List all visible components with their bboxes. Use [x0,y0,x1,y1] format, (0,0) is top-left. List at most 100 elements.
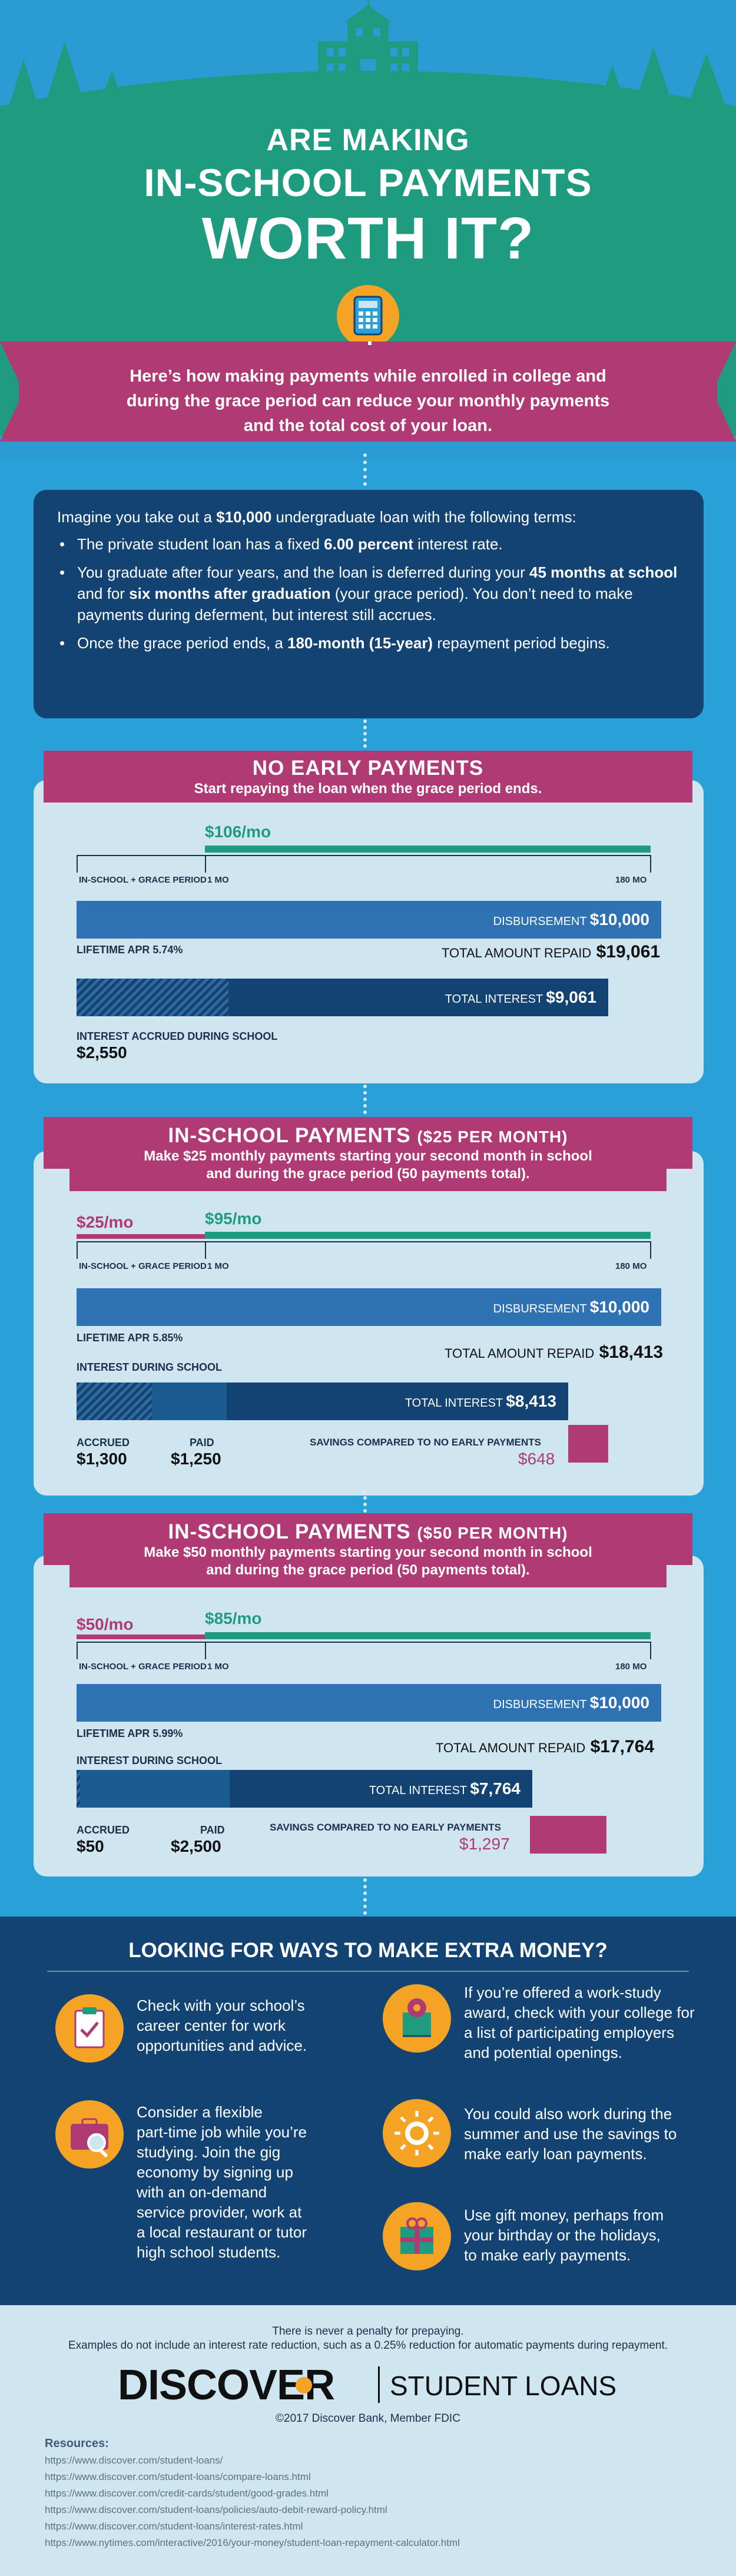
scenario3-paid-value: $2,500 [171,1837,221,1855]
resource-link[interactable]: https://www.discover.com/student-loans/c… [45,2471,311,2482]
scenario1-label-180mo: 180 MO [615,875,647,885]
scenario3-sub2: and during the grace period (50 payments… [206,1562,530,1578]
discover-logo-dot [296,2377,312,2393]
scenario3-banner: IN-SCHOOL PAYMENTS ($50 PER MONTH) Make … [44,1513,692,1587]
connector-dots [363,1085,367,1114]
scenario2-school-payment: $25/mo [77,1213,134,1231]
resource-link[interactable]: https://www.discover.com/credit-cards/st… [45,2488,329,2499]
resource-link[interactable]: https://www.nytimes.com/interactive/2016… [45,2537,460,2548]
terms-bullet-rate: The private student loan has a fixed 6.0… [57,533,680,555]
scenario1-accrued-bar [77,979,228,1016]
scenario3-savings-label: SAVINGS COMPARED TO NO EARLY PAYMENTS [270,1822,501,1833]
title-line-1: ARE MAKING [266,123,470,157]
scenario1-accrued-label: INTEREST ACCRUED DURING SCHOOL [77,1030,278,1042]
sun-icon [383,2099,451,2167]
scenario2-interest-school-label: INTEREST DURING SCHOOL [77,1361,223,1373]
scenario3-monthly-payment: $85/mo [205,1609,262,1627]
gear-book-icon [383,1984,451,2053]
scenario3-interest-school-label: INTEREST DURING SCHOOL [77,1755,223,1766]
intro-line-3: and the total cost of your loan. [243,416,493,435]
student-loans-brand: STUDENT LOANS [390,2371,617,2401]
scenario3-label-180mo: 180 MO [615,1662,647,1672]
scenario2-interest-bar: TOTAL INTEREST $8,413 [227,1383,568,1420]
scenario1-apr: LIFETIME APR 5.74% [77,944,183,956]
scenario3-paid-label: PAID [200,1824,225,1836]
scenario3-timeline-axis [77,1642,651,1643]
scenario1-banner: NO EARLY PAYMENTS Start repaying the loa… [44,751,692,803]
ribbon-tails [0,342,736,442]
terms-bullet-deferment: You graduate after four years, and the l… [57,562,680,625]
resource-link[interactable]: https://www.discover.com/student-loans/p… [45,2504,387,2515]
tip-work-study: If you’re offered a work-study award, che… [464,1984,695,2061]
scenario2-accrued-label: ACCRUED [77,1437,130,1448]
gift-icon [383,2202,451,2270]
scenario2-disbursement-bar: DISBURSEMENT $10,000 [77,1288,661,1326]
scenario2-accrued-bar [77,1383,152,1420]
footer-note-1: There is never a penalty for prepaying. [272,2325,464,2338]
scenario1-total-repaid: TOTAL AMOUNT REPAID $19,061 [442,942,661,962]
scenario3-paid-bar [80,1770,230,1808]
scenario3-disbursement-bar: DISBURSEMENT $10,000 [77,1684,661,1722]
scenario2-paid-bar [152,1383,227,1420]
scenario2-repayment-line [205,1232,651,1239]
scenario3-savings-bar [530,1816,606,1854]
scenario2-savings-bar [568,1425,608,1463]
tip-gift-money: Use gift money, perhaps from your birthda… [464,2206,664,2264]
heading-divider [47,1971,689,1972]
scenario2-monthly-payment: $95/mo [205,1209,262,1228]
extra-money-section: LOOKING FOR WAYS TO MAKE EXTRA MONEY? Ch… [0,1917,736,2305]
scenario3-savings-value: $1,297 [459,1835,510,1853]
resource-link[interactable]: https://www.discover.com/student-loans/ [45,2455,223,2466]
scenario2-total-repaid: TOTAL AMOUNT REPAID $18,413 [445,1342,664,1362]
scenario3-total-repaid: TOTAL AMOUNT REPAID $17,764 [436,1737,655,1756]
resource-link[interactable]: https://www.discover.com/student-loans/i… [45,2521,303,2532]
scenario3-apr: LIFETIME APR 5.99% [77,1728,183,1739]
scenario1-repayment-line [205,846,651,853]
loan-terms-box: Imagine you take out a $10,000 undergrad… [34,490,704,718]
scenario3-school-payment: $50/mo [77,1615,134,1633]
scenario1-subheading: Start repaying the loan when the grace p… [194,781,542,797]
logo-divider [378,2366,380,2403]
scenario2-banner: IN-SCHOOL PAYMENTS ($25 PER MONTH) Make … [44,1117,692,1191]
title-line-2: IN-SCHOOL PAYMENTS [144,161,592,204]
scenario3-label-1mo: 1 MO [207,1662,229,1672]
scenario2-label-1mo: 1 MO [207,1261,229,1271]
scenario3-label-grace: IN-SCHOOL + GRACE PERIOD [79,1662,207,1672]
terms-lead: Imagine you take out a $10,000 undergrad… [57,508,576,526]
briefcase-search-icon [55,2100,124,2169]
connector-dots [363,1490,367,1519]
calculator-icon [337,285,399,347]
tip-summer-work: You could also work during the summer and… [464,2105,677,2163]
connector-dots [363,453,367,486]
terms-bullet-repayment: Once the grace period ends, a 180-month … [57,632,680,654]
intro-line-2: during the grace period can reduce your … [126,392,610,410]
scenario2-label-grace: IN-SCHOOL + GRACE PERIOD [79,1261,207,1271]
tip-career-center: Check with your school’s career center fo… [137,1997,307,2054]
scenario1-label-1mo: 1 MO [207,875,229,885]
scenario1-monthly-payment: $106/mo [205,823,271,841]
scenario2-label-180mo: 180 MO [615,1261,647,1271]
scenario2-timeline-axis [77,1241,651,1242]
scenario2-accrued-value: $1,300 [77,1450,127,1468]
title-line-3: WORTH IT? [201,205,535,271]
resources-label: Resources: [45,2437,109,2450]
scenario1-timeline-axis [77,855,651,856]
tip-part-time-job: Consider a flexible part-time job while y… [137,2103,307,2261]
intro-ribbon: Here’s how making payments while enrolle… [19,342,717,442]
scenario2-paid-label: PAID [190,1437,214,1448]
scenario2-apr: LIFETIME APR 5.85% [77,1332,183,1344]
scenario3-accrued-value: $50 [77,1837,104,1855]
header: ARE MAKING IN-SCHOOL PAYMENTS WORTH IT? … [0,0,736,459]
scenario1-label-grace: IN-SCHOOL + GRACE PERIOD [79,875,207,885]
scenario3-interest-bar: TOTAL INTEREST $7,764 [230,1770,532,1808]
scenario3-accrued-label: ACCRUED [77,1824,130,1836]
footer-note-2: Examples do not include an interest rate… [68,2339,668,2352]
extra-money-heading: LOOKING FOR WAYS TO MAKE EXTRA MONEY? [128,1939,608,1962]
scenario2-savings-value: $648 [518,1450,555,1468]
clipboard-check-icon [55,1994,124,2063]
scenario2-sub2: and during the grace period (50 payments… [206,1166,530,1182]
intro-line-1: Here’s how making payments while enrolle… [130,367,606,386]
footer: There is never a penalty for prepaying. … [0,2305,736,2576]
scenario3-sub1: Make $50 monthly payments starting your … [144,1544,592,1560]
scenario2-paid-value: $1,250 [171,1450,221,1468]
